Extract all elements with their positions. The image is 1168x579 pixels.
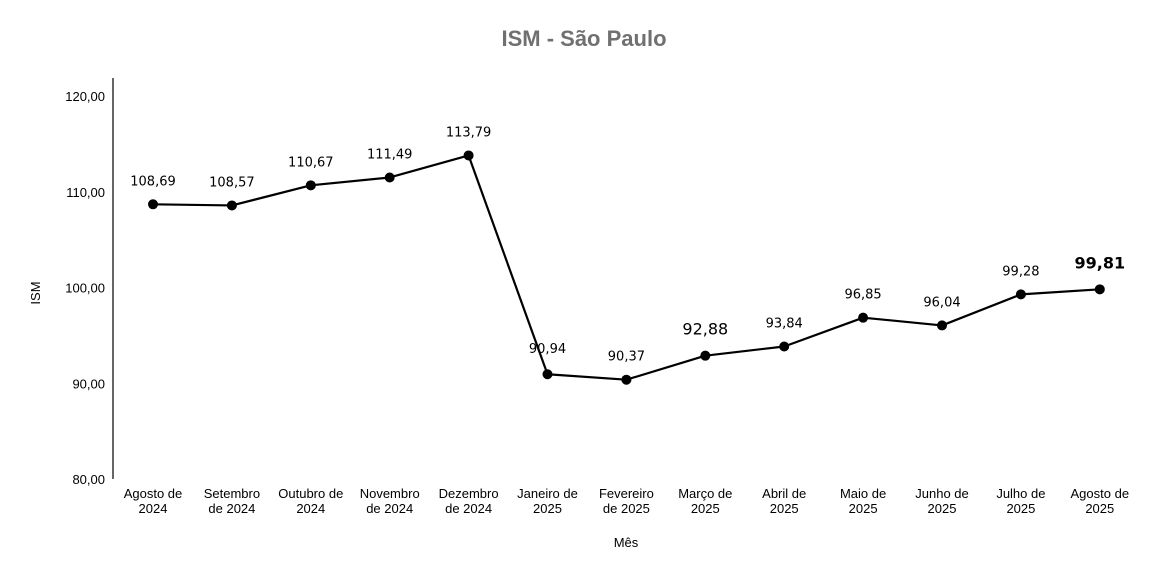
data-point <box>148 199 158 210</box>
x-tick-label: Julho de 2025 <box>996 486 1045 516</box>
x-tick-label: Fevereiro de 2025 <box>599 486 654 516</box>
y-tick-label: 110,00 <box>66 185 105 200</box>
data-label: 93,84 <box>766 316 803 331</box>
data-label: 108,57 <box>209 175 255 190</box>
x-tick-label: Outubro de 2024 <box>278 486 343 516</box>
data-point <box>1094 284 1105 295</box>
x-tick-label: Março de 2025 <box>678 486 732 516</box>
chart-title: ISM - São Paulo <box>501 26 667 51</box>
x-tick-label: Maio de 2025 <box>840 486 886 516</box>
x-axis: Agosto de 2024 Setembro de 2024 Outubro de 20… <box>124 486 1129 516</box>
y-axis-title: ISM <box>28 281 43 304</box>
data-point <box>463 150 474 161</box>
y-tick-label: 80,00 <box>72 472 105 487</box>
data-label: 113,79 <box>446 125 492 140</box>
y-axis: 80,00 90,00 100,00 110,00 120,00 <box>65 78 114 487</box>
x-tick-label: Janeiro de 2025 <box>517 486 578 516</box>
data-point <box>937 320 947 331</box>
x-tick-label: Setembro de 2024 <box>204 486 260 516</box>
data-point <box>621 374 632 385</box>
data-labels: 108,69 108,57 110,67 111,49 113,79 90,94 90,37… <box>130 125 1125 364</box>
x-tick-label: Dezembro de 2024 <box>439 486 499 516</box>
data-point <box>305 180 316 191</box>
x-tick-label: Agosto de 2024 <box>124 486 183 516</box>
x-tick-label: Junho de 2025 <box>915 486 969 516</box>
data-label: 99,28 <box>1002 264 1039 279</box>
series-ism <box>148 150 1105 385</box>
data-label: 96,85 <box>844 288 881 303</box>
data-point <box>700 350 711 361</box>
y-tick-label: 100,00 <box>65 281 105 296</box>
data-point <box>226 200 237 211</box>
x-tick-label: Agosto de 2025 <box>1071 486 1130 516</box>
y-tick-label: 120,00 <box>65 89 105 104</box>
data-point <box>779 341 790 352</box>
data-label: 90,94 <box>529 342 566 357</box>
data-point <box>384 172 395 183</box>
data-label: 110,67 <box>288 155 334 170</box>
x-axis-title: Mês <box>614 535 639 550</box>
data-point <box>542 369 553 380</box>
data-label: 96,04 <box>923 295 960 310</box>
data-label: 90,37 <box>608 350 645 365</box>
data-point <box>1015 289 1026 300</box>
x-tick-label: Abril de 2025 <box>762 486 806 516</box>
series-line <box>152 154 1100 381</box>
data-label: 108,69 <box>130 174 176 189</box>
x-tick-label: Novembro de 2024 <box>360 486 420 516</box>
data-label: 111,49 <box>367 147 413 162</box>
data-label: 99,81 <box>1074 253 1125 272</box>
data-point <box>858 312 869 323</box>
data-label: 92,88 <box>682 320 728 339</box>
y-tick-label: 90,00 <box>72 376 105 391</box>
